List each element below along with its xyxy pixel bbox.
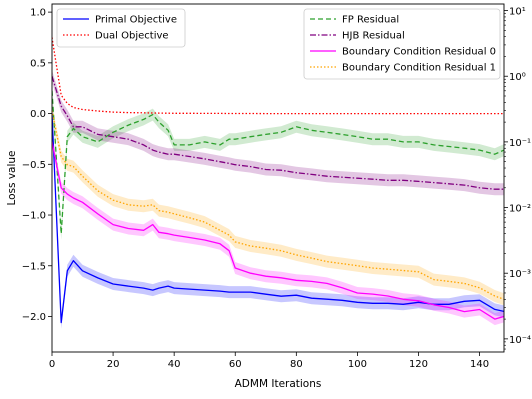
y-tick-label: −0.5 (22, 160, 46, 171)
y-tick-label: 0.0 (30, 109, 46, 120)
y2-tick-label: 10⁻² (509, 204, 531, 215)
x-tick-label: 60 (229, 359, 242, 370)
legend-label-fp-residual: FP Residual (342, 15, 399, 26)
y-tick-label: −1.0 (22, 211, 46, 222)
y-tick-label: −1.5 (22, 261, 46, 272)
primal-objective-band (52, 107, 504, 329)
dual-objective-line (52, 37, 504, 115)
x-tick-label: 80 (290, 359, 303, 370)
fp-residual-band (52, 84, 504, 240)
legend-label-primal-objective: Primal Objective (95, 15, 177, 26)
y-tick-label: 0.5 (30, 58, 46, 69)
boundary-condition-residual-1-band (52, 104, 504, 306)
x-tick-label: 140 (470, 359, 489, 370)
y2-tick-label: 10⁻³ (509, 269, 531, 280)
legend-frame (303, 8, 501, 80)
primal-objective-line (52, 113, 504, 324)
fp-residual-line (52, 90, 504, 235)
y2-tick-label: 10⁻⁴ (509, 335, 531, 346)
legend-label-hjb-residual: HJB Residual (342, 31, 405, 42)
boundary-condition-residual-1-line (52, 110, 504, 300)
x-tick-label: 40 (168, 359, 181, 370)
legend-label-boundary-condition-residual-0: Boundary Condition Residual 0 (342, 47, 496, 58)
x-tick-label: 100 (348, 359, 367, 370)
legend-right: FP Residual HJB Residual Boundary Conditio… (303, 8, 501, 80)
y2-tick-label: 10⁻¹ (509, 138, 531, 149)
x-tick-label: 120 (409, 359, 428, 370)
x-tick-label: 0 (49, 359, 55, 370)
x-axis-label: ADMM Iterations (235, 378, 322, 390)
y-tick-label: −2.0 (22, 312, 46, 323)
y2-tick-label: 10⁰ (509, 72, 526, 83)
legend-label-boundary-condition-residual-1: Boundary Condition Residual 1 (342, 63, 496, 74)
axis-ticks: 0 20 40 60 80 100 120 140 1.0 0.5 0.0 −0.5 −1.0 −1.5 −… (22, 7, 531, 370)
y-axis-label: Loss value (6, 150, 18, 205)
boundary-condition-residual-0-line (52, 141, 504, 320)
y-tick-label: 1.0 (30, 8, 46, 19)
plot-frame (51, 3, 505, 353)
x-tick-label: 20 (107, 359, 120, 370)
series-lines (52, 37, 504, 324)
legend-label-dual-objective: Dual Objective (95, 31, 169, 42)
y2-tick-label: 10¹ (509, 7, 526, 18)
hjb-residual-line (52, 76, 504, 190)
legend-left: Primal Objective Dual Objective (56, 8, 186, 48)
